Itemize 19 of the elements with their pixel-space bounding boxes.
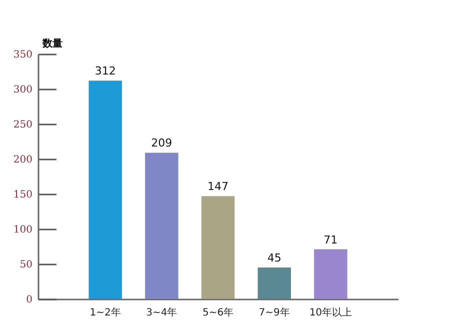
x-tick-label: 7~9年: [258, 306, 290, 318]
data-label: 147: [208, 180, 228, 194]
y-tick-label: 300: [13, 84, 32, 96]
data-label: 209: [151, 136, 172, 150]
y-axis-title: 数量: [42, 38, 62, 50]
data-label: 312: [94, 64, 116, 78]
y-tick-label: 350: [13, 50, 32, 60]
data-label: 71: [324, 233, 338, 246]
y-tick-label: 150: [13, 190, 32, 200]
x-tick-label: 3~4年: [146, 306, 178, 318]
y-tick-label: 200: [13, 154, 32, 166]
x-tick-label: 5~6年: [202, 306, 234, 318]
y-tick-label: 250: [13, 120, 32, 130]
x-tick-label: 1~2年: [90, 306, 121, 318]
y-tick-label: 100: [13, 224, 32, 236]
x-tick-label: 10年以上: [309, 306, 352, 318]
y-tick-label: 0: [26, 294, 32, 306]
data-label: 45: [267, 252, 282, 264]
y-tick-label: 50: [20, 260, 32, 270]
